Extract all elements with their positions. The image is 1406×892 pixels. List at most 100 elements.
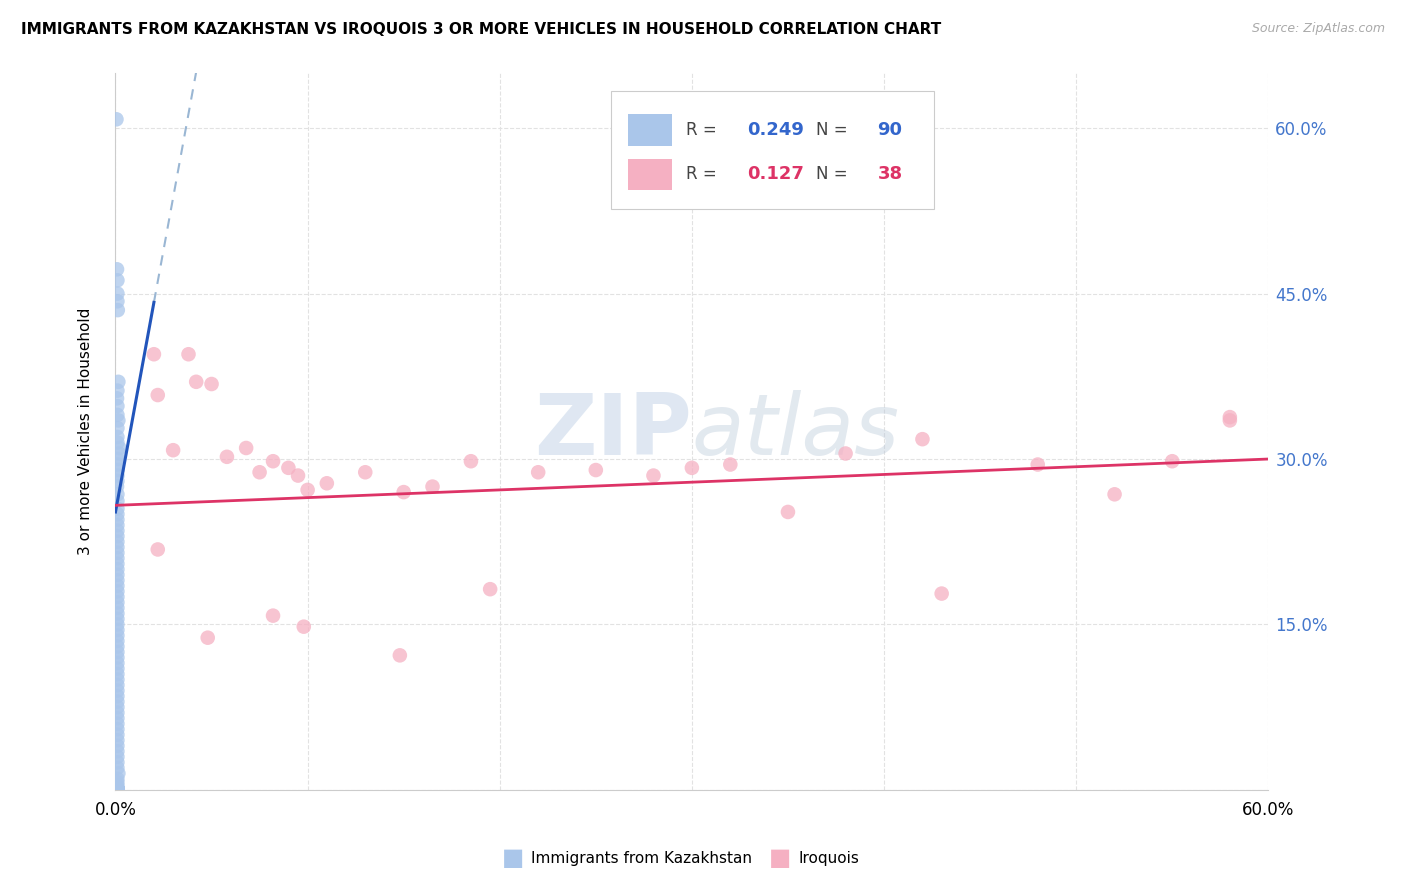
Point — [315, 476, 337, 491]
Point — [107, 781, 129, 796]
Point — [107, 458, 129, 472]
Point — [479, 582, 502, 597]
Point — [107, 590, 129, 604]
Point — [107, 408, 129, 422]
Point — [107, 421, 129, 435]
Point — [107, 711, 129, 725]
Point — [388, 648, 411, 663]
Point — [107, 634, 129, 648]
Text: ■: ■ — [769, 847, 792, 870]
Point — [197, 631, 219, 645]
Point — [585, 463, 607, 477]
Point — [262, 608, 284, 623]
Point — [107, 601, 129, 615]
Point — [107, 507, 129, 521]
Point — [392, 485, 415, 500]
Point — [107, 781, 129, 796]
Point — [107, 723, 129, 737]
Point — [107, 733, 129, 747]
Text: 90: 90 — [877, 121, 903, 139]
Point — [107, 623, 129, 637]
Point — [107, 546, 129, 560]
Point — [931, 586, 953, 600]
Text: ZIP: ZIP — [534, 390, 692, 473]
Point — [107, 474, 129, 488]
Point — [277, 460, 299, 475]
Point — [108, 446, 131, 460]
Point — [105, 480, 128, 494]
Point — [107, 781, 129, 796]
Point — [107, 294, 129, 309]
Point — [107, 562, 129, 576]
Point — [107, 518, 129, 533]
Point — [107, 683, 129, 698]
Point — [292, 620, 315, 634]
Point — [107, 781, 129, 796]
Point — [681, 460, 703, 475]
Point — [107, 716, 129, 731]
Point — [107, 781, 129, 796]
Point — [1026, 458, 1049, 472]
Point — [107, 430, 129, 444]
Point — [107, 524, 129, 538]
Point — [776, 505, 799, 519]
Point — [107, 781, 129, 796]
Point — [107, 766, 129, 780]
Point — [107, 584, 129, 599]
Text: atlas: atlas — [692, 390, 900, 473]
Point — [107, 689, 129, 703]
Point — [107, 781, 129, 796]
Point — [107, 452, 129, 467]
Point — [107, 781, 129, 796]
Point — [107, 756, 129, 770]
Text: IMMIGRANTS FROM KAZAKHSTAN VS IROQUOIS 3 OR MORE VEHICLES IN HOUSEHOLD CORRELATI: IMMIGRANTS FROM KAZAKHSTAN VS IROQUOIS 3… — [21, 22, 942, 37]
Point — [107, 645, 129, 659]
Point — [107, 781, 129, 796]
Point — [107, 781, 129, 796]
Point — [1219, 410, 1241, 425]
Point — [287, 468, 309, 483]
Point — [643, 468, 665, 483]
Point — [105, 392, 128, 406]
Point — [107, 650, 129, 665]
Point — [107, 435, 129, 450]
Point — [235, 441, 257, 455]
Point — [105, 262, 128, 277]
Point — [200, 377, 222, 392]
Point — [107, 706, 129, 720]
Point — [107, 662, 129, 676]
Text: R =: R = — [686, 166, 723, 184]
Point — [107, 612, 129, 626]
Point — [107, 494, 129, 508]
Text: Iroquois: Iroquois — [799, 851, 859, 865]
FancyBboxPatch shape — [628, 114, 672, 145]
Point — [107, 781, 129, 796]
Point — [107, 673, 129, 687]
Point — [107, 384, 129, 398]
Point — [177, 347, 200, 361]
Point — [108, 441, 131, 455]
Point — [107, 375, 129, 389]
Point — [107, 579, 129, 593]
Text: ■: ■ — [502, 847, 524, 870]
Point — [107, 567, 129, 582]
Text: 0.249: 0.249 — [747, 121, 804, 139]
Text: N =: N = — [817, 166, 853, 184]
Point — [107, 513, 129, 527]
Point — [1161, 454, 1184, 468]
Point — [107, 468, 129, 483]
Point — [107, 772, 129, 786]
Text: R =: R = — [686, 121, 723, 139]
Point — [162, 443, 184, 458]
Text: 0.127: 0.127 — [747, 166, 804, 184]
Point — [107, 595, 129, 609]
FancyBboxPatch shape — [628, 159, 672, 190]
Text: N =: N = — [817, 121, 853, 139]
Point — [107, 529, 129, 543]
Point — [107, 607, 129, 621]
Point — [107, 739, 129, 753]
Point — [107, 501, 129, 516]
Point — [107, 574, 129, 588]
Point — [527, 465, 550, 479]
Point — [354, 465, 377, 479]
